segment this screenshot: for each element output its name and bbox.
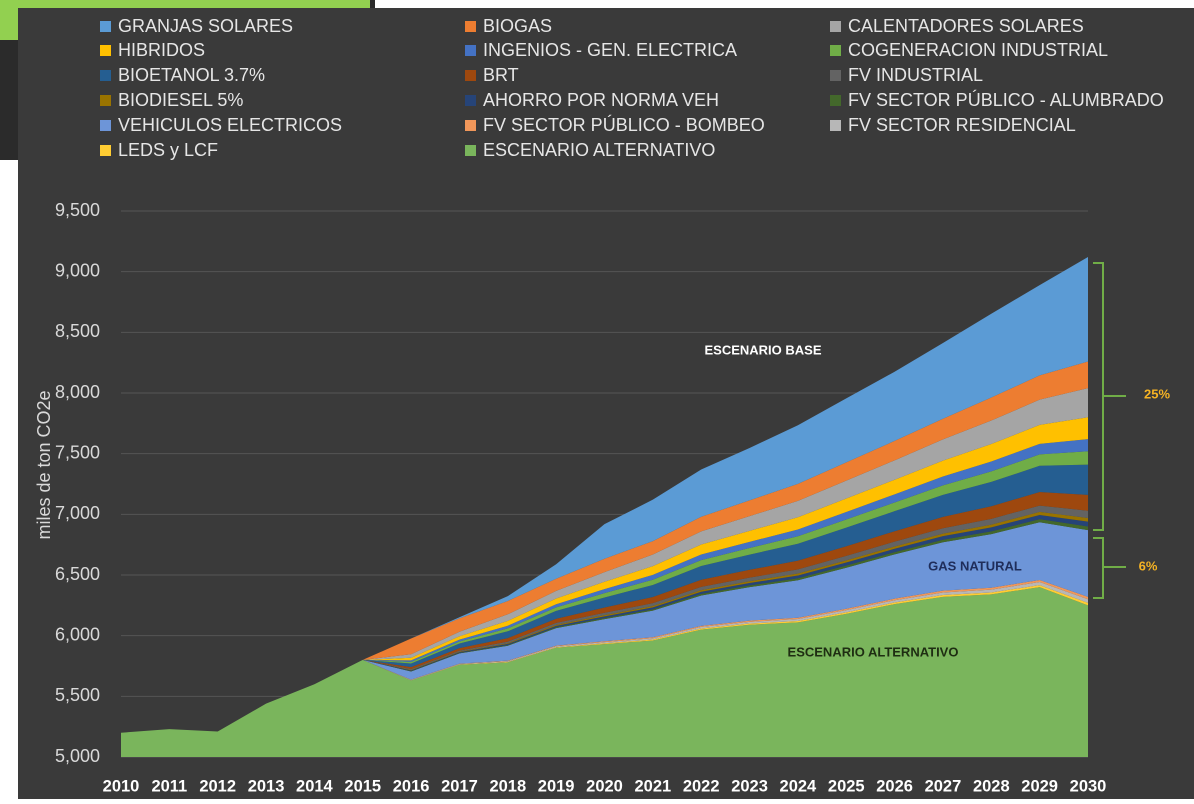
x-tick-label: 2022 xyxy=(683,777,720,795)
legend-swatch xyxy=(100,70,111,81)
y-tick-label: 7,000 xyxy=(55,503,100,523)
area xyxy=(121,361,1088,733)
y-tick-label: 6,500 xyxy=(55,564,100,584)
legend-label: HIBRIDOS xyxy=(118,40,205,60)
x-tick-label: 2025 xyxy=(828,777,865,795)
x-tick-label: 2018 xyxy=(489,777,526,795)
x-tick-label: 2027 xyxy=(925,777,962,795)
x-tick-label: 2030 xyxy=(1070,777,1107,795)
legend-swatch xyxy=(465,95,476,106)
area xyxy=(121,522,1088,733)
legend-swatch xyxy=(465,120,476,131)
bracket xyxy=(1093,262,1126,531)
legend-label: BIODIESEL 5% xyxy=(118,90,243,110)
legend-swatch xyxy=(465,21,476,32)
x-tick-label: 2010 xyxy=(103,777,140,795)
legend-label: ESCENARIO ALTERNATIVO xyxy=(483,140,715,160)
y-tick-label: 9,500 xyxy=(55,200,100,220)
legend-swatch xyxy=(830,95,841,106)
x-tick-label: 2017 xyxy=(441,777,478,795)
legend-label: COGENERACION INDUSTRIAL xyxy=(848,40,1108,60)
x-tick-label: 2024 xyxy=(780,777,818,795)
legend-label: BRT xyxy=(483,65,519,85)
area xyxy=(121,388,1088,733)
legend-label: FV INDUSTRIAL xyxy=(848,65,983,85)
y-tick-label: 8,000 xyxy=(55,382,100,402)
legend-swatch xyxy=(100,145,111,156)
x-tick-label: 2014 xyxy=(296,777,334,795)
x-tick-label: 2026 xyxy=(876,777,913,795)
legend-swatch xyxy=(465,70,476,81)
area xyxy=(121,492,1088,733)
x-tick-label: 2016 xyxy=(393,777,430,795)
y-axis-label: miles de ton CO2e xyxy=(34,390,54,539)
y-tick-label: 8,500 xyxy=(55,321,100,341)
x-tick-label: 2015 xyxy=(344,777,381,795)
annotation: GAS NATURAL xyxy=(928,558,1022,573)
annotation: 6% xyxy=(1139,558,1158,573)
x-tick-label: 2011 xyxy=(151,777,187,795)
x-tick-label: 2023 xyxy=(731,777,768,795)
legend-label: FV SECTOR PÚBLICO - ALUMBRADO xyxy=(848,89,1164,110)
legend-swatch xyxy=(465,145,476,156)
legend-label: LEDS y LCF xyxy=(118,140,218,160)
legend-label: CALENTADORES SOLARES xyxy=(848,16,1084,36)
legend-label: INGENIOS - GEN. ELECTRICA xyxy=(483,40,737,60)
legend-swatch xyxy=(100,95,111,106)
annotation: ESCENARIO BASE xyxy=(704,342,821,357)
x-tick-label: 2021 xyxy=(634,777,671,795)
legend-label: GRANJAS SOLARES xyxy=(118,16,293,36)
y-tick-label: 6,000 xyxy=(55,624,100,644)
legend-label: BIOGAS xyxy=(483,16,552,36)
legend-swatch xyxy=(100,120,111,131)
y-tick-label: 9,000 xyxy=(55,260,100,280)
legend-swatch xyxy=(100,21,111,32)
legend-swatch xyxy=(465,45,476,56)
x-tick-label: 2013 xyxy=(248,777,285,795)
legend-swatch xyxy=(830,70,841,81)
annotation: ESCENARIO ALTERNATIVO xyxy=(788,644,959,659)
x-tick-label: 2020 xyxy=(586,777,623,795)
legend-label: FV SECTOR PÚBLICO - BOMBEO xyxy=(483,114,765,135)
legend-swatch xyxy=(830,120,841,131)
legend-label: BIOETANOL 3.7% xyxy=(118,65,265,85)
legend-label: AHORRO POR NORMA VEH xyxy=(483,90,719,110)
x-tick-label: 2029 xyxy=(1021,777,1058,795)
bracket xyxy=(1093,537,1126,599)
y-tick-label: 7,500 xyxy=(55,442,100,462)
x-tick-label: 2028 xyxy=(973,777,1010,795)
area xyxy=(121,439,1088,733)
area xyxy=(121,464,1088,733)
area xyxy=(121,417,1088,733)
legend-label: FV SECTOR RESIDENCIAL xyxy=(848,115,1076,135)
legend-swatch xyxy=(100,45,111,56)
y-tick-label: 5,000 xyxy=(55,746,100,766)
legend-swatch xyxy=(830,45,841,56)
legend-label: VEHICULOS ELECTRICOS xyxy=(118,115,342,135)
legend-swatch xyxy=(830,21,841,32)
x-tick-label: 2019 xyxy=(538,777,575,795)
y-tick-label: 5,500 xyxy=(55,685,100,705)
area xyxy=(121,451,1088,733)
area xyxy=(121,587,1088,757)
annotation: 25% xyxy=(1144,386,1170,401)
x-tick-label: 2012 xyxy=(199,777,236,795)
